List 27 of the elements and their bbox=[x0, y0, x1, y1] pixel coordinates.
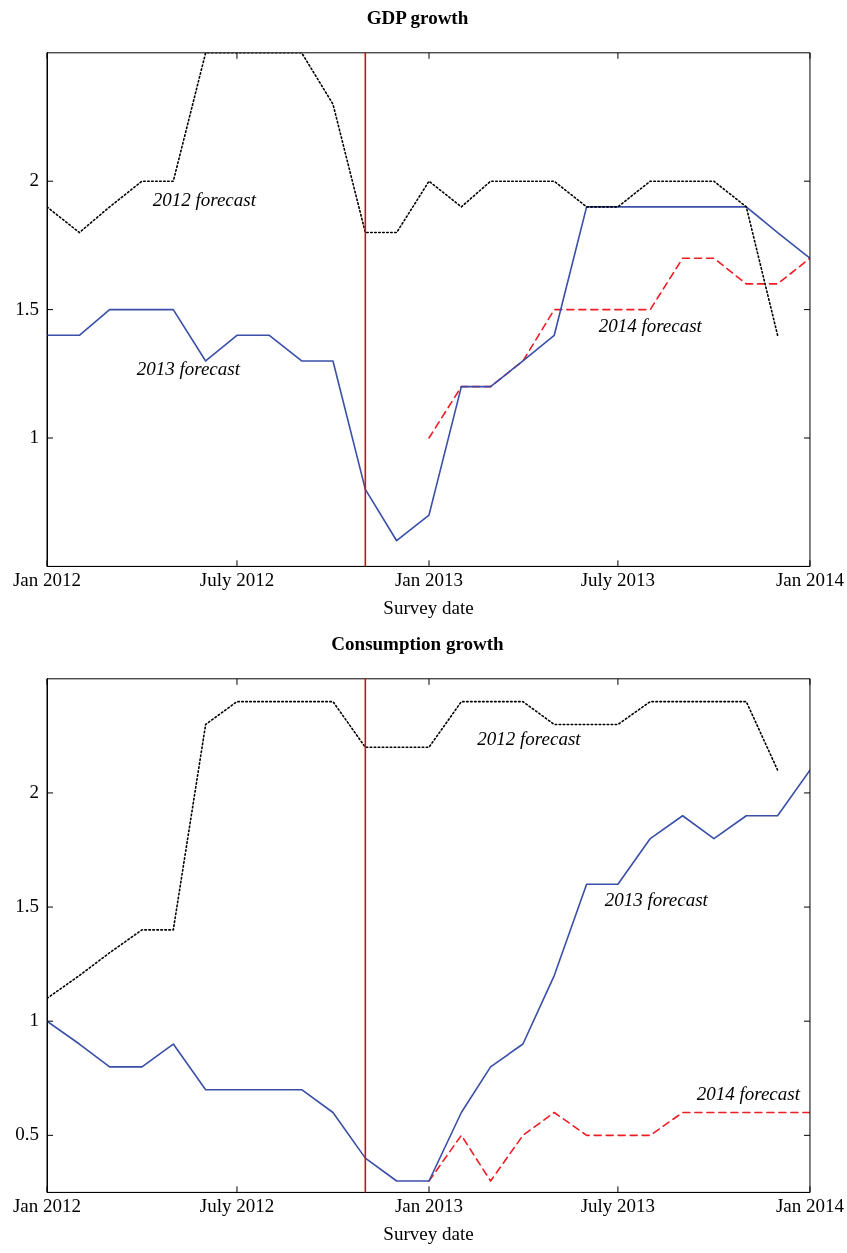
chart-title: Consumption growth bbox=[331, 633, 505, 655]
x-tick-label: Jan 2012 bbox=[12, 568, 82, 590]
series-label: 2012 forecast bbox=[477, 727, 582, 749]
series-label: 2013 forecast bbox=[604, 888, 709, 910]
x-axis-title: Survey date bbox=[383, 596, 474, 618]
x-tick-label: Jan 2013 bbox=[394, 568, 464, 590]
y-tick-label: 1.5 bbox=[15, 895, 39, 917]
series-label: 2013 forecast bbox=[136, 357, 241, 379]
x-tick-label: July 2012 bbox=[199, 1194, 275, 1216]
y-tick-label: 1 bbox=[29, 1009, 39, 1031]
y-tick-label: 1.5 bbox=[15, 297, 39, 319]
y-tick-label: 2 bbox=[29, 169, 39, 191]
chart-title: GDP growth bbox=[366, 7, 469, 29]
x-tick-label: Jan 2013 bbox=[394, 1194, 464, 1216]
y-tick-label: 2 bbox=[29, 780, 39, 802]
x-axis-title: Survey date bbox=[383, 1222, 474, 1244]
y-tick-label: 0.5 bbox=[15, 1123, 39, 1145]
x-tick-label: July 2013 bbox=[580, 568, 656, 590]
x-tick-label: Jan 2014 bbox=[775, 1194, 845, 1216]
series-label: 2014 forecast bbox=[696, 1082, 801, 1104]
series-label: 2012 forecast bbox=[152, 189, 257, 211]
x-tick-label: July 2012 bbox=[199, 568, 275, 590]
y-tick-label: 1 bbox=[29, 425, 39, 447]
x-tick-label: Jan 2012 bbox=[12, 1194, 82, 1216]
series-label: 2014 forecast bbox=[598, 314, 703, 336]
x-tick-label: July 2013 bbox=[580, 1194, 656, 1216]
x-tick-label: Jan 2014 bbox=[775, 568, 845, 590]
